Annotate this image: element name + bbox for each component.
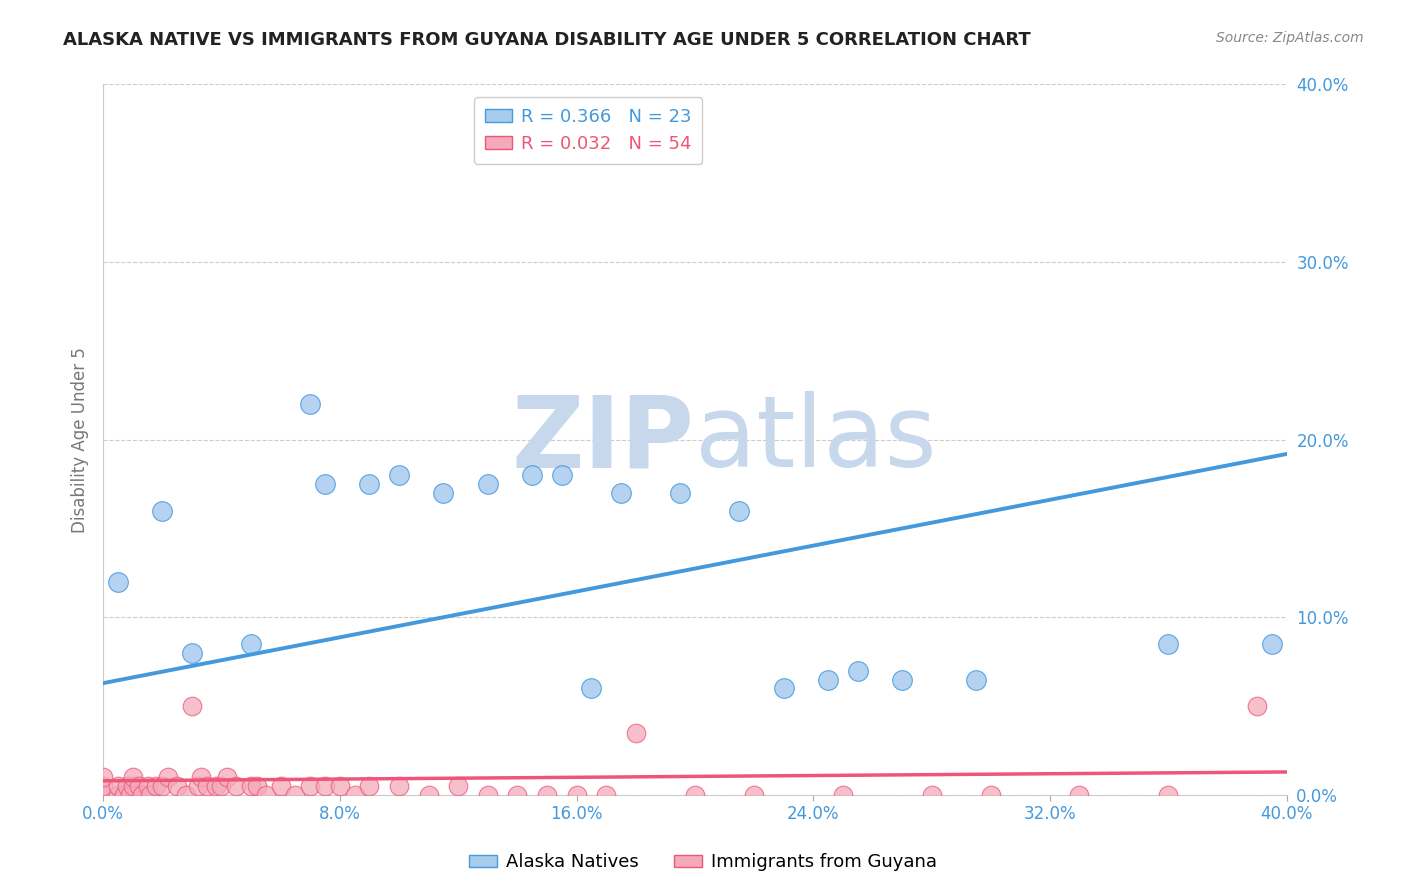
Point [180,699,202,714]
Y-axis label: Disability Age Under 5: Disability Age Under 5 [72,347,89,533]
Point [115,779,138,793]
Point [536,788,558,802]
Point [131,788,153,802]
Point [581,681,603,696]
Text: atlas: atlas [695,392,936,488]
Point [128,779,150,793]
Point [610,486,633,500]
Point [118,788,141,802]
Point [195,779,218,793]
Point [831,788,853,802]
Point [299,397,322,411]
Point [145,779,167,793]
Point [520,468,543,483]
Point [91,770,114,784]
Point [299,779,322,793]
Point [91,788,114,802]
Point [254,788,277,802]
Point [1157,637,1180,651]
Point [817,673,839,687]
Point [980,788,1002,802]
Text: ZIP: ZIP [512,392,695,488]
Point [187,779,209,793]
Point [284,788,307,802]
Point [1246,699,1268,714]
Point [1261,637,1284,651]
Point [506,788,529,802]
Point [595,788,617,802]
Point [225,779,247,793]
Point [432,486,454,500]
Point [742,788,765,802]
Point [388,779,411,793]
Point [240,637,263,651]
Point [314,477,336,491]
Point [1069,788,1091,802]
Point [624,726,647,740]
Point [157,770,180,784]
Point [418,788,440,802]
Point [388,468,411,483]
Point [112,788,135,802]
Point [121,779,143,793]
Point [314,779,336,793]
Point [107,779,129,793]
Point [329,779,352,793]
Point [240,779,263,793]
Point [343,788,366,802]
Point [270,779,292,793]
Point [1157,788,1180,802]
Point [121,770,143,784]
Text: ALASKA NATIVE VS IMMIGRANTS FROM GUYANA DISABILITY AGE UNDER 5 CORRELATION CHART: ALASKA NATIVE VS IMMIGRANTS FROM GUYANA … [63,31,1031,49]
Point [150,504,173,518]
Point [891,673,914,687]
Point [91,779,114,793]
Point [211,779,233,793]
Point [965,673,987,687]
Point [359,477,381,491]
Point [359,779,381,793]
Point [190,770,212,784]
Point [139,788,162,802]
Point [551,468,574,483]
Point [477,477,499,491]
Point [136,779,159,793]
Point [217,770,239,784]
Point [447,779,470,793]
Point [150,779,173,793]
Point [107,574,129,589]
Legend: Alaska Natives, Immigrants from Guyana: Alaska Natives, Immigrants from Guyana [463,847,943,879]
Point [180,646,202,660]
Point [921,788,943,802]
Point [174,788,197,802]
Point [166,779,188,793]
Point [669,486,692,500]
Text: Source: ZipAtlas.com: Source: ZipAtlas.com [1216,31,1364,45]
Point [246,779,269,793]
Point [728,504,751,518]
Point [772,681,794,696]
Point [477,788,499,802]
Point [846,664,869,678]
Point [565,788,588,802]
Legend: R = 0.366   N = 23, R = 0.032   N = 54: R = 0.366 N = 23, R = 0.032 N = 54 [474,97,703,164]
Point [683,788,706,802]
Point [107,788,129,802]
Point [204,779,226,793]
